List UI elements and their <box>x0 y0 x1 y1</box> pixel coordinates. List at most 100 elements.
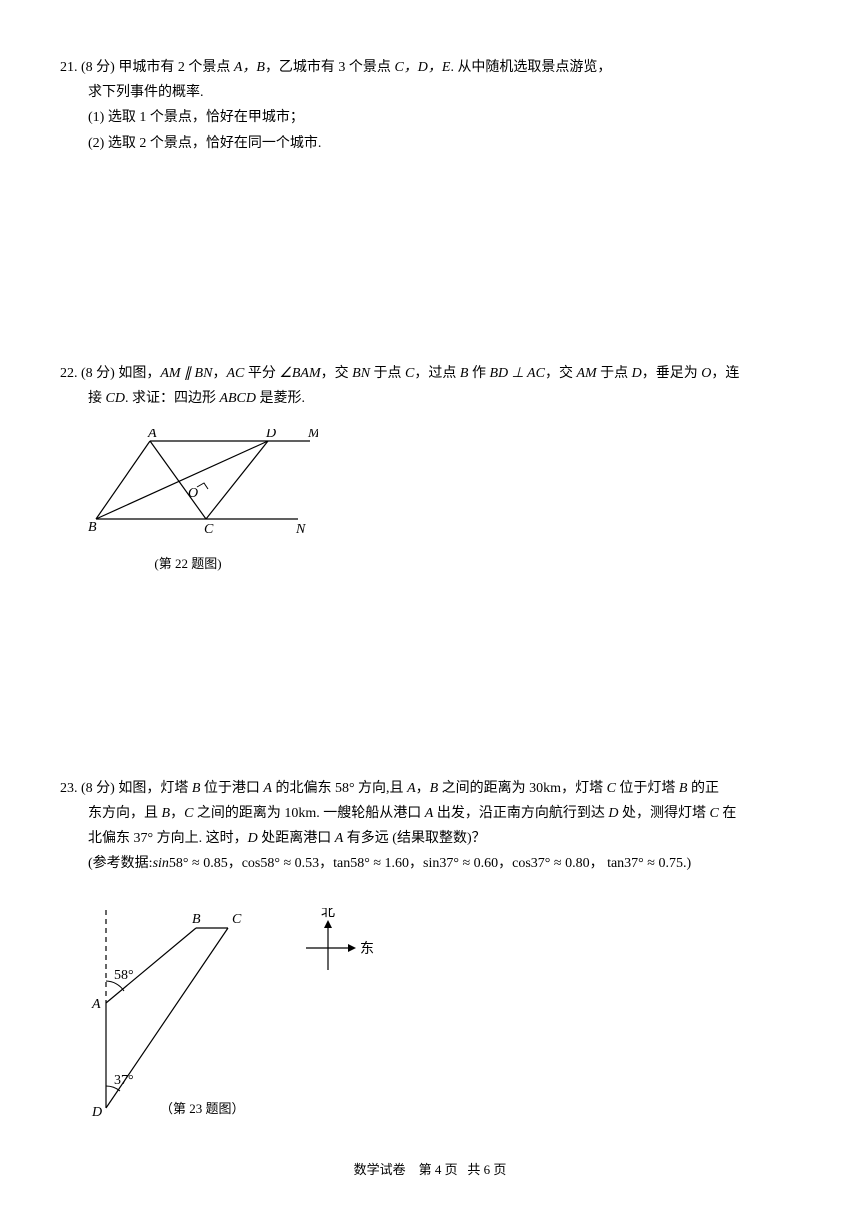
svg-text:C: C <box>232 912 242 927</box>
diagram-22-svg: A B C D M N O <box>88 429 318 539</box>
q21-t1: 甲城市有 2 个景点 <box>118 60 234 75</box>
q23-l2d: 处，测得灯塔 <box>618 806 709 821</box>
q23-l3a: 北偏东 37° 方向上. 这时， <box>88 831 248 846</box>
q21-number: 21. <box>60 60 78 75</box>
q23-sin58: sin <box>153 856 169 871</box>
svg-text:B: B <box>88 520 97 535</box>
footer-page: 第 4 页 <box>419 1162 458 1177</box>
q22-t2: ， <box>212 366 226 381</box>
q22-t10: ，垂足为 <box>642 366 702 381</box>
q22-bn: BN <box>352 366 370 381</box>
q22-d: D <box>632 366 642 381</box>
diagram-23-container: A B C D 58° 37° （第 23 题图） <box>88 898 258 1127</box>
svg-text:N: N <box>295 522 306 537</box>
compass-svg: 北东 <box>298 908 378 978</box>
q23-l1f: 位于灯塔 <box>616 781 679 796</box>
q23-l1g: 的正 <box>687 781 719 796</box>
svg-text:O: O <box>188 486 198 501</box>
svg-text:D: D <box>91 1105 102 1118</box>
figure-22-caption: (第 22 题图) <box>88 552 288 575</box>
q23-l3c: 有多远 (结果取整数)？ <box>343 831 485 846</box>
q23-line4: (参考数据:sin58° ≈ 0.85，cos58° ≈ 0.53，tan58°… <box>60 851 800 876</box>
q23-C: C <box>607 781 616 796</box>
q23-l4a: (参考数据: <box>88 856 153 871</box>
q23-l1a: 如图，灯塔 <box>118 781 192 796</box>
q22-t6: ，过点 <box>414 366 460 381</box>
svg-text:D: D <box>265 429 276 441</box>
svg-text:B: B <box>192 912 201 927</box>
q22-t5: 于点 <box>370 366 405 381</box>
svg-text:东: 东 <box>360 941 374 957</box>
q23-l2b: 之间的距离为 10km. 一艘轮船从港口 <box>193 806 424 821</box>
q22-l2b: . 求证：四边形 <box>125 391 220 406</box>
q22-cd: CD <box>106 391 125 406</box>
q23-l1e: 之间的距离为 30km，灯塔 <box>438 781 606 796</box>
problem-21: 21. (8 分) 甲城市有 2 个景点 A，B，乙城市有 3 个景点 C，D，… <box>60 55 800 156</box>
q23-l1d: ， <box>416 781 430 796</box>
q23-A: A <box>263 781 272 796</box>
q22-line2: 接 CD. 求证：四边形 ABCD 是菱形. <box>60 386 800 411</box>
footer-total: 共 6 页 <box>467 1162 506 1177</box>
q23-line2: 东方向，且 B，C 之间的距离为 10km. 一艘轮船从港口 A 出发，沿正南方… <box>60 801 800 826</box>
problem-23: 23. (8 分) 如图，灯塔 B 位于港口 A 的北偏东 58° 方向,且 A… <box>60 776 800 1128</box>
q21-cde: C，D，E <box>394 60 450 75</box>
compass: 北东 <box>298 908 378 987</box>
svg-text:58°: 58° <box>114 968 134 983</box>
q23-l2c: 出发，沿正南方向航行到达 <box>433 806 608 821</box>
diagram-23-svg: A B C D 58° 37° （第 23 题图） <box>88 898 258 1118</box>
q22-t1: 如图， <box>118 366 160 381</box>
svg-text:北: 北 <box>321 908 335 920</box>
q23-line3: 北偏东 37° 方向上. 这时，D 处距离港口 A 有多远 (结果取整数)？ <box>60 826 800 851</box>
q22-t4: ，交 <box>321 366 353 381</box>
q23-l2a2: ， <box>170 806 184 821</box>
q21-part2: (2) 选取 2 个景点，恰好在同一个城市. <box>60 131 800 156</box>
q23-points: (8 分) <box>81 781 115 796</box>
q22-t3: 平分 <box>244 366 279 381</box>
svg-text:（第 23 题图）: （第 23 题图） <box>160 1101 245 1116</box>
figure-22: A B C D M N O (第 22 题图) <box>88 429 800 576</box>
svg-text:C: C <box>204 522 214 537</box>
q22-ambn: AM ∥ BN <box>160 366 212 381</box>
q22-o: O <box>701 366 711 381</box>
q22-t11: ，连 <box>711 366 739 381</box>
q22-l2c: 是菱形. <box>256 391 305 406</box>
q23-D: D <box>608 806 618 821</box>
q23-B4: B <box>162 806 171 821</box>
q23-C2: C <box>184 806 193 821</box>
figure-23: ABCD58°37°（第 23 题图） 北东 <box>88 898 800 1127</box>
footer-subject: 数学试卷 <box>354 1162 406 1177</box>
q22-c: C <box>405 366 414 381</box>
q22-bdac: BD ⊥ AC <box>489 366 545 381</box>
q23-l1c: 的北偏东 58° 方向,且 <box>272 781 407 796</box>
q22-ac: AC <box>226 366 244 381</box>
q23-number: 23. <box>60 781 78 796</box>
q23-A2: A <box>407 781 416 796</box>
q21-line1: 21. (8 分) 甲城市有 2 个景点 A，B，乙城市有 3 个景点 C，D，… <box>60 55 800 80</box>
q22-points: (8 分) <box>81 366 115 381</box>
q22-t9: 于点 <box>597 366 632 381</box>
svg-text:M: M <box>307 429 318 441</box>
q22-line1: 22. (8 分) 如图，AM ∥ BN，AC 平分 ∠BAM，交 BN 于点 … <box>60 361 800 386</box>
q21-line2: 求下列事件的概率. <box>60 80 800 105</box>
q22-number: 22. <box>60 366 78 381</box>
q21-part1: (1) 选取 1 个景点，恰好在甲城市； <box>60 105 800 130</box>
q23-l3b: 处距离港口 <box>258 831 335 846</box>
q22-am: AM <box>576 366 596 381</box>
q23-B2: B <box>430 781 439 796</box>
q22-abcd: ABCD <box>219 391 256 406</box>
q23-C3: C <box>709 806 718 821</box>
q23-A4: A <box>335 831 344 846</box>
q23-sin58v: 58° ≈ 0.85，cos58° ≈ 0.53，tan58° ≈ 1.60，s… <box>169 856 691 871</box>
q21-points: (8 分) <box>81 60 115 75</box>
q23-D2: D <box>248 831 258 846</box>
q23-l2a: 东方向，且 <box>88 806 162 821</box>
svg-text:A: A <box>147 429 157 441</box>
q22-t8: ，交 <box>545 366 577 381</box>
page-footer: 数学试卷 第 4 页 共 6 页 <box>0 1158 860 1181</box>
q23-l2e: 在 <box>719 806 737 821</box>
problem-22: 22. (8 分) 如图，AM ∥ BN，AC 平分 ∠BAM，交 BN 于点 … <box>60 361 800 576</box>
q21-t1c: . 从中随机选取景点游览， <box>450 60 611 75</box>
svg-text:37°: 37° <box>114 1073 134 1088</box>
q22-bam: ∠BAM <box>279 366 320 381</box>
svg-text:A: A <box>91 997 101 1012</box>
